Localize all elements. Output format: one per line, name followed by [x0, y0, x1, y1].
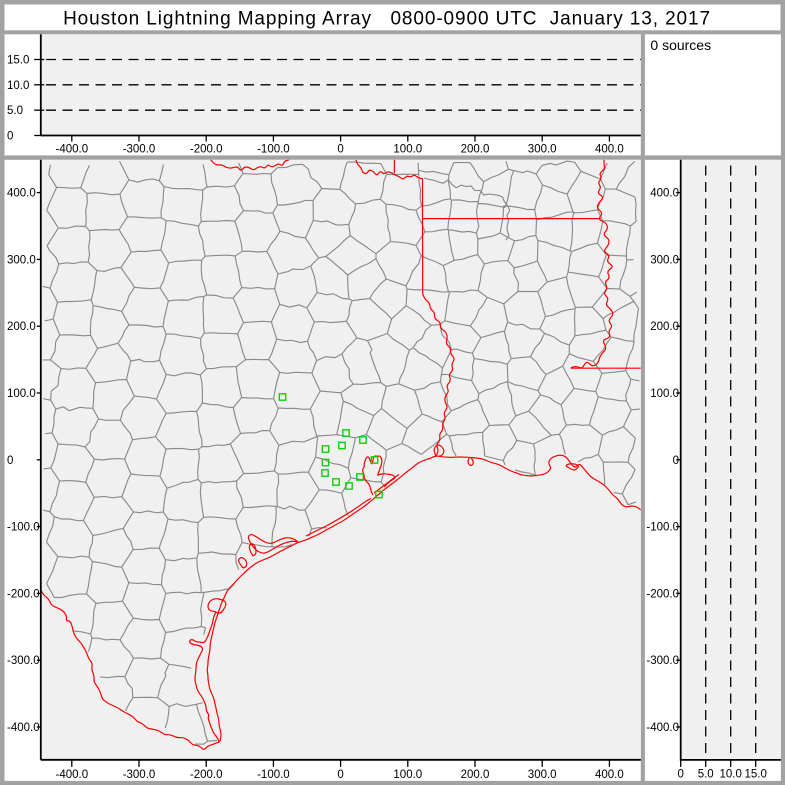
- svg-text:200.0: 200.0: [7, 321, 36, 333]
- svg-text:-100.0: -100.0: [257, 144, 290, 156]
- svg-text:100.0: 100.0: [393, 769, 422, 781]
- svg-text:0: 0: [677, 769, 683, 781]
- svg-text:100.0: 100.0: [650, 388, 679, 400]
- svg-text:-100.0: -100.0: [646, 522, 679, 534]
- svg-text:400.0: 400.0: [595, 144, 624, 156]
- svg-text:0: 0: [7, 455, 13, 467]
- svg-text:Houston Lightning Mapping Arra: Houston Lightning Mapping Array 0800-090…: [63, 8, 711, 29]
- svg-text:-300.0: -300.0: [646, 655, 679, 667]
- svg-text:-200.0: -200.0: [646, 588, 679, 600]
- svg-text:-100.0: -100.0: [7, 522, 40, 534]
- svg-text:-400.0: -400.0: [7, 722, 40, 734]
- svg-text:300.0: 300.0: [7, 254, 36, 266]
- svg-text:-400.0: -400.0: [55, 144, 88, 156]
- svg-text:400.0: 400.0: [595, 769, 624, 781]
- svg-text:0: 0: [7, 131, 13, 143]
- svg-text:100.0: 100.0: [7, 388, 36, 400]
- svg-text:10.0: 10.0: [7, 80, 29, 92]
- svg-text:5.0: 5.0: [698, 769, 714, 781]
- svg-text:-200.0: -200.0: [190, 769, 223, 781]
- svg-text:15.0: 15.0: [745, 769, 767, 781]
- svg-text:300.0: 300.0: [650, 254, 679, 266]
- svg-text:-300.0: -300.0: [123, 144, 156, 156]
- svg-text:400.0: 400.0: [7, 188, 36, 200]
- svg-text:-400.0: -400.0: [646, 722, 679, 734]
- svg-text:-300.0: -300.0: [123, 769, 156, 781]
- svg-text:400.0: 400.0: [650, 188, 679, 200]
- svg-text:200.0: 200.0: [461, 769, 490, 781]
- svg-text:-400.0: -400.0: [55, 769, 88, 781]
- svg-text:-200.0: -200.0: [7, 588, 40, 600]
- svg-text:300.0: 300.0: [528, 769, 557, 781]
- svg-text:-300.0: -300.0: [7, 655, 40, 667]
- svg-text:0 sources: 0 sources: [650, 37, 711, 53]
- svg-text:5.0: 5.0: [7, 105, 23, 117]
- svg-text:-100.0: -100.0: [257, 769, 290, 781]
- svg-text:200.0: 200.0: [461, 144, 490, 156]
- svg-text:15.0: 15.0: [7, 55, 29, 67]
- svg-text:0: 0: [337, 144, 343, 156]
- svg-text:-200.0: -200.0: [190, 144, 223, 156]
- svg-text:0: 0: [337, 769, 343, 781]
- svg-text:10.0: 10.0: [720, 769, 742, 781]
- svg-text:200.0: 200.0: [650, 321, 679, 333]
- svg-text:100.0: 100.0: [393, 144, 422, 156]
- svg-text:0: 0: [673, 455, 679, 467]
- svg-text:300.0: 300.0: [528, 144, 557, 156]
